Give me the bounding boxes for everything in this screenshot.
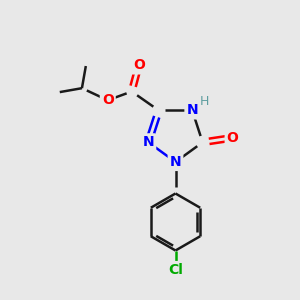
Text: N: N — [186, 103, 198, 117]
Text: O: O — [227, 131, 239, 145]
Text: N: N — [142, 135, 154, 149]
Text: Cl: Cl — [168, 263, 183, 277]
Text: N: N — [170, 155, 181, 169]
Text: O: O — [133, 58, 145, 72]
Text: H: H — [200, 95, 209, 108]
Text: O: O — [102, 93, 114, 107]
